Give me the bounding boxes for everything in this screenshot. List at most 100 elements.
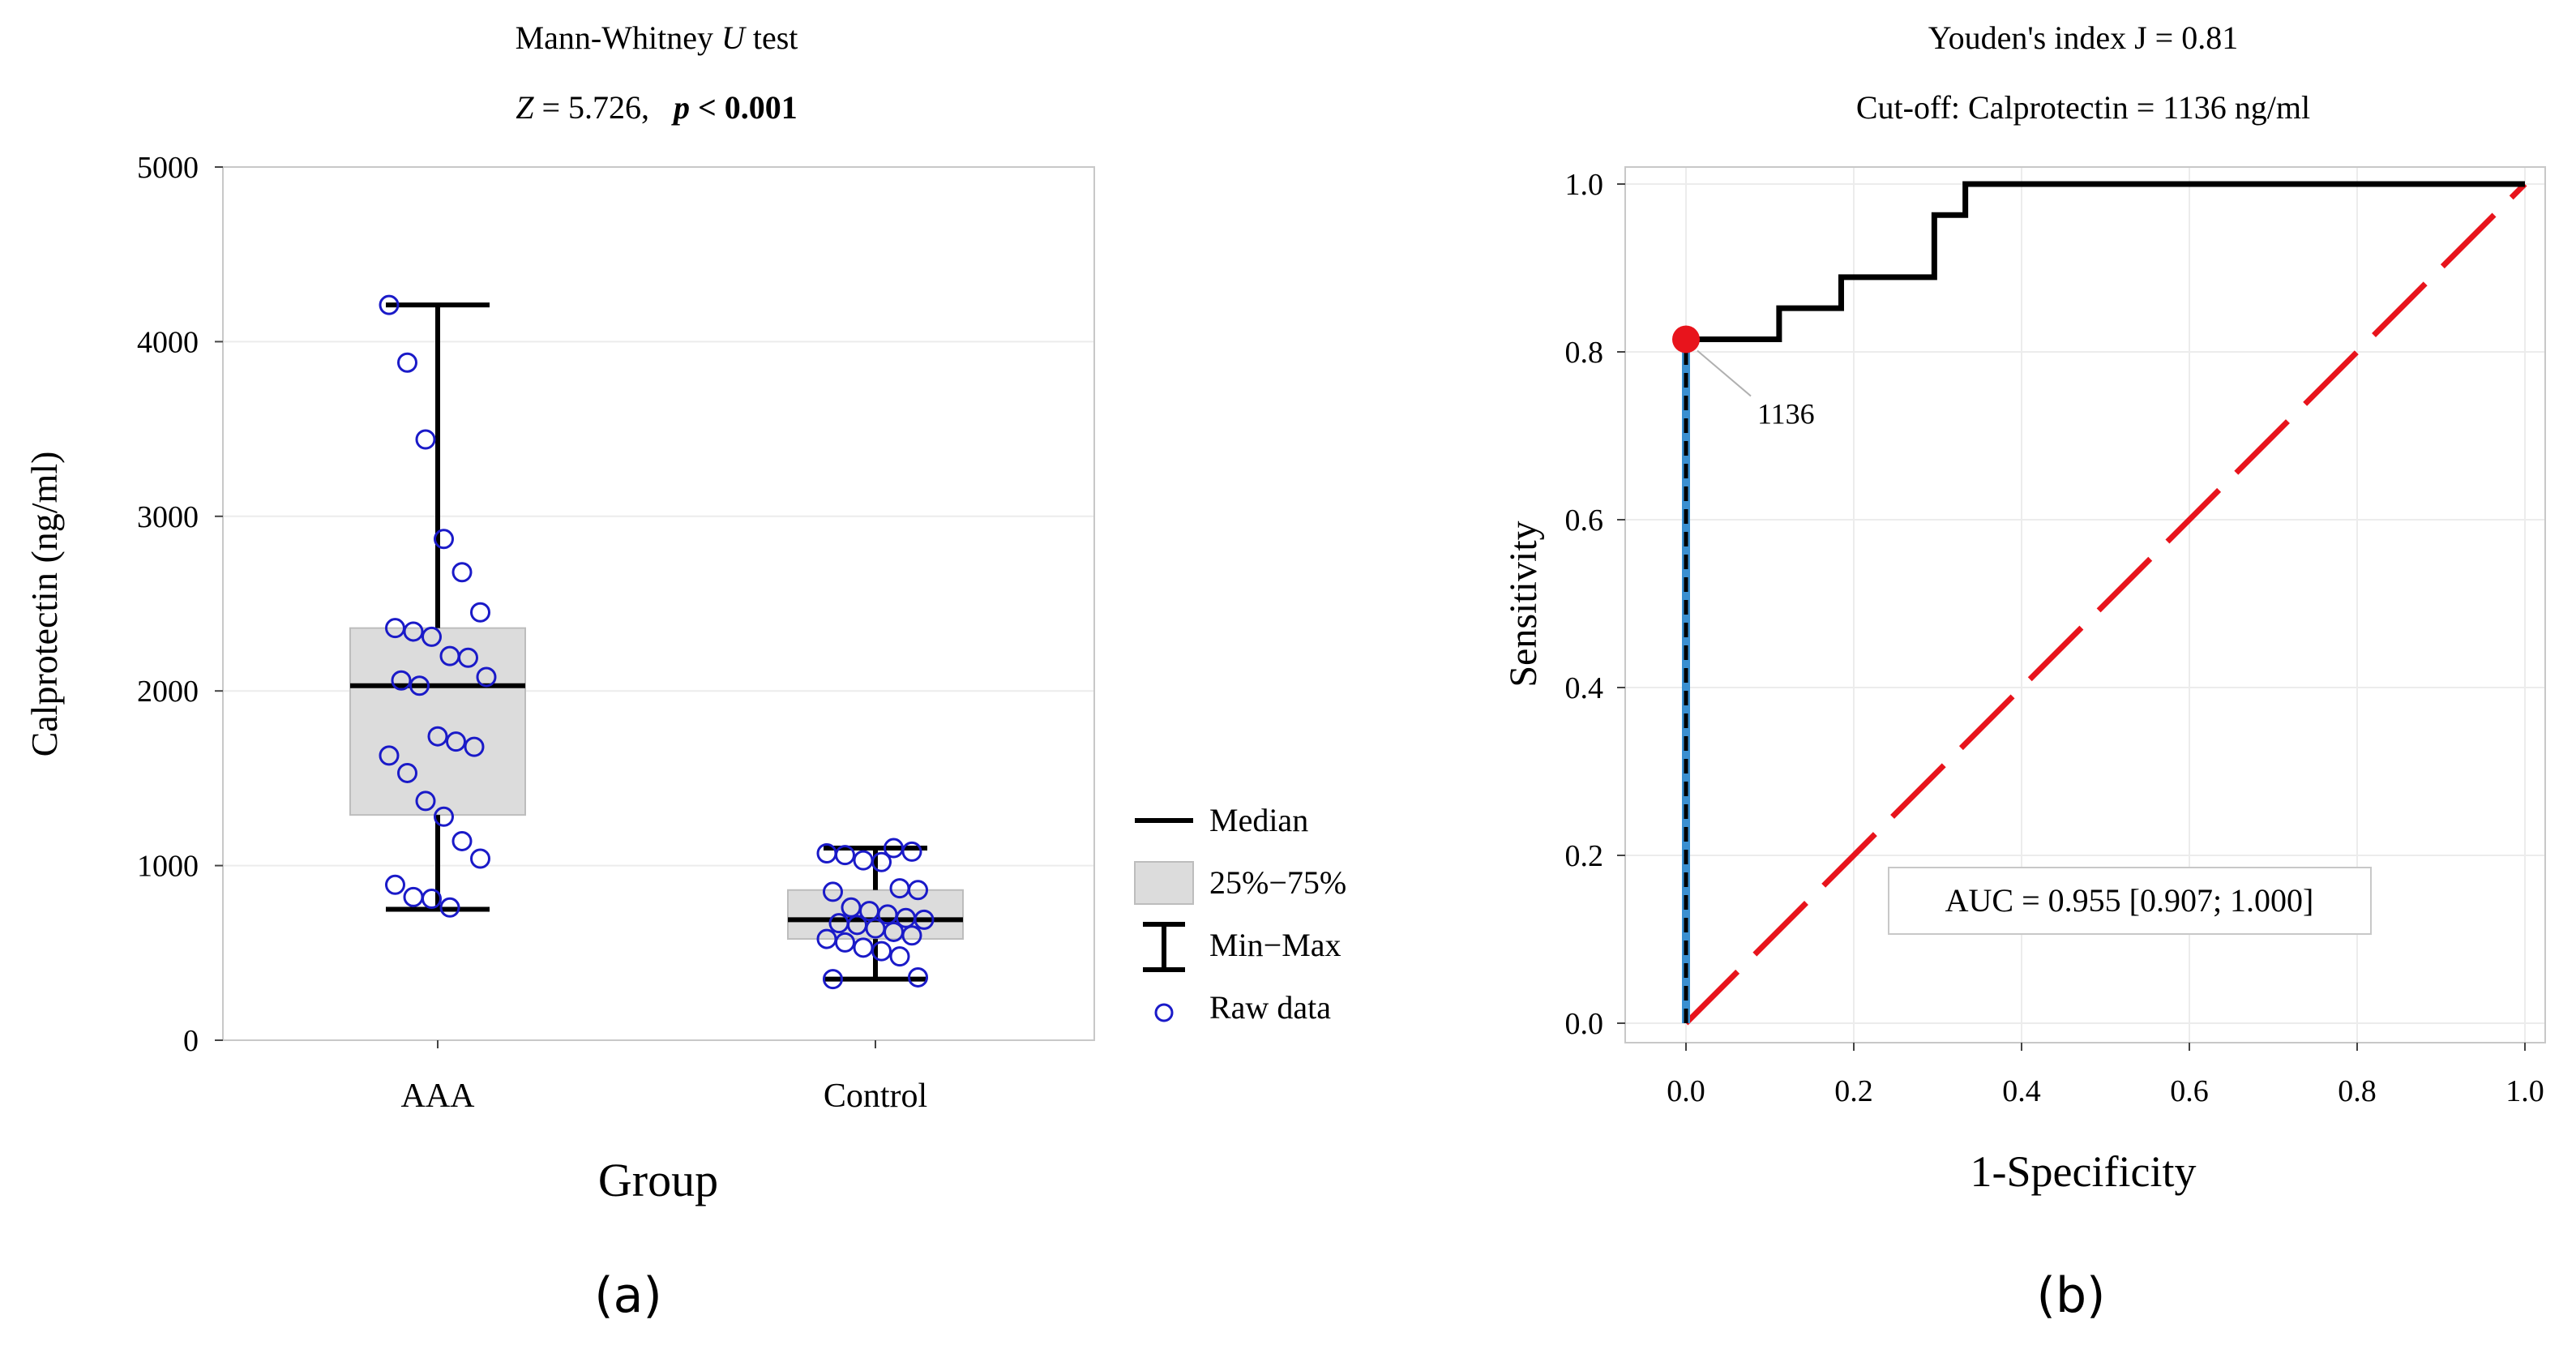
panel-b-y-tick-label: 0.8 <box>1565 336 1604 370</box>
panel-a-x-ticks: AAA Control <box>401 1040 927 1115</box>
panel-a-raw-point <box>415 791 436 812</box>
panel-a-raw-point <box>434 806 454 827</box>
panel-a-raw-point <box>476 666 497 688</box>
panel-a-raw-point <box>458 647 478 668</box>
panel-a-boxes <box>349 302 964 982</box>
panel-a-y-tick-label: 5000 <box>137 151 199 185</box>
panel-a-raw-point <box>823 881 843 902</box>
panel-a-raw-point <box>379 294 400 315</box>
panel-a-raw-point <box>889 946 910 967</box>
panel-a-raw-point <box>446 731 466 752</box>
panel-a-y-tick-label: 4000 <box>137 325 199 359</box>
panel-a-legend-item: Median <box>1135 802 1308 838</box>
panel-a-raw-point <box>451 562 473 583</box>
panel-b-x-tick-label: 0.0 <box>1667 1074 1705 1108</box>
panel-b-y-tick-label: 0.6 <box>1565 503 1604 538</box>
panel-a-legend-label: Median <box>1209 802 1308 838</box>
panel-a-raw-point <box>451 830 473 851</box>
panel-a-raw-point <box>871 851 892 872</box>
panel-a-raw-point <box>403 621 424 642</box>
panel-b-cutoff-point <box>1672 325 1700 353</box>
panel-b-x-tick-label: 0.2 <box>1834 1074 1873 1108</box>
panel-a-raw-point <box>397 762 417 783</box>
panel-a-raw-point <box>853 850 874 871</box>
panel-b-cutoff-leader <box>1697 349 1752 397</box>
panel-a-raw-point <box>908 966 928 988</box>
panel-b-x-axis-label: 1-Specificity <box>1971 1147 2197 1196</box>
panel-b-y-ticks: 0.0 0.2 0.4 0.6 0.8 1.0 <box>1565 168 1625 1041</box>
panel-a-x-axis-label: Group <box>598 1154 718 1206</box>
panel-a-raw-point <box>421 626 442 647</box>
panel-b-x-ticks: 0.0 0.2 0.4 0.6 0.8 1.0 <box>1667 1043 2544 1108</box>
panel-a-x-tick-label: AAA <box>401 1078 476 1115</box>
legend-point-swatch <box>1154 1003 1174 1022</box>
panel-b-y-tick-label: 1.0 <box>1565 168 1604 202</box>
panel-a-raw-point <box>385 874 405 895</box>
panel-a-iqr-box <box>349 627 526 816</box>
panel-a-legend-label: Min−Max <box>1209 927 1341 963</box>
panel-a-raw-point <box>823 969 843 990</box>
panel-a-raw-point <box>421 889 442 910</box>
panel-a-raw-point <box>470 602 490 623</box>
panel-a-raw-point <box>427 726 448 747</box>
panel-a-raw-point <box>853 937 874 958</box>
panel-a-raw-point <box>379 745 400 766</box>
panel-a-legend-item: Min−Max <box>1143 922 1341 972</box>
panel-a-raw-point <box>439 897 460 918</box>
panel-a-y-tick-label: 1000 <box>137 850 199 884</box>
panel-a-y-tick-label: 2000 <box>137 675 199 709</box>
panel-a-raw-point <box>434 529 454 550</box>
panel-a-label: (a) <box>594 1267 662 1324</box>
panel-a-raw-point <box>835 845 855 866</box>
panel-a-raw-point <box>403 886 424 907</box>
panel-b-y-tick-label: 0.4 <box>1565 671 1604 705</box>
panel-b-y-axis-label: Sensitivity <box>1502 521 1545 687</box>
panel-a-raw-point <box>391 670 412 691</box>
panel-a-title-line2: Z = 5.726, p < 0.001 <box>516 89 798 126</box>
panel-a-raw-point <box>397 352 417 373</box>
panel-a-raw-point <box>464 736 485 757</box>
panel-a-raw-points <box>379 294 935 990</box>
panel-b-y-tick-label: 0.0 <box>1565 1007 1604 1041</box>
panel-a-boxplot: Mann-Whitney U test Z = 5.726, p < 0.001 … <box>24 19 1346 1324</box>
legend-iqr-swatch <box>1134 861 1194 905</box>
panel-a-y-tick-label: 3000 <box>137 500 199 534</box>
panel-b-title-line1: Youden's index J = 0.81 <box>1928 19 2238 56</box>
panel-b-label: (b) <box>2037 1267 2106 1324</box>
panel-a-legend-label: 25%−75% <box>1209 864 1346 901</box>
panel-b-y-tick-label: 0.2 <box>1565 839 1604 873</box>
panel-b-x-tick-label: 0.6 <box>2170 1074 2209 1108</box>
panel-b-title-line2: Cut-off: Calprotectin = 1136 ng/ml <box>1856 89 2310 126</box>
panel-a-iqr-box <box>787 889 964 941</box>
panel-a-raw-point <box>835 932 855 953</box>
panel-b-x-tick-label: 1.0 <box>2505 1074 2544 1108</box>
panel-a-raw-point <box>409 675 430 696</box>
panel-a-x-tick-label: Control <box>824 1078 927 1115</box>
panel-a-legend: Median 25%−75% Min−Max Raw data <box>1134 802 1346 1026</box>
panel-b-plot-frame <box>1624 166 2546 1043</box>
panel-a-legend-item: Raw data <box>1154 989 1331 1026</box>
panel-a-raw-point <box>914 909 935 930</box>
panel-a-title-line1: Mann-Whitney U test <box>516 19 798 56</box>
panel-a-y-tick-label: 0 <box>183 1024 199 1058</box>
panel-b-x-tick-label: 0.4 <box>2002 1074 2041 1108</box>
panel-a-y-ticks: 0 1000 2000 3000 4000 5000 <box>137 151 223 1058</box>
panel-b-x-tick-label: 0.8 <box>2338 1074 2377 1108</box>
panel-a-raw-point <box>901 841 922 862</box>
panel-a-raw-point <box>908 880 928 901</box>
panel-b-auc-text: AUC = 0.955 [0.907; 1.000] <box>1945 882 2314 919</box>
panel-a-y-axis-label: Calprotectin (ng/ml) <box>24 452 65 757</box>
panel-a-raw-point <box>901 925 922 946</box>
panel-a-raw-point <box>415 429 436 450</box>
panel-a-raw-point <box>470 848 490 869</box>
panel-a-raw-point <box>871 941 892 962</box>
panel-b-auc-box <box>1888 867 2372 935</box>
panel-b-cutoff-label: 1136 <box>1757 397 1815 430</box>
panel-b-roc-curve <box>1686 181 2525 342</box>
panel-a-box-aaa <box>349 302 526 912</box>
panel-a-legend-item: 25%−75% <box>1134 861 1346 905</box>
panel-b-reference-diagonal <box>1684 182 2527 1026</box>
panel-b-roc: Youden's index J = 0.81 Cut-off: Calprot… <box>1502 19 2546 1324</box>
panel-a-plot-frame <box>222 166 1095 1041</box>
